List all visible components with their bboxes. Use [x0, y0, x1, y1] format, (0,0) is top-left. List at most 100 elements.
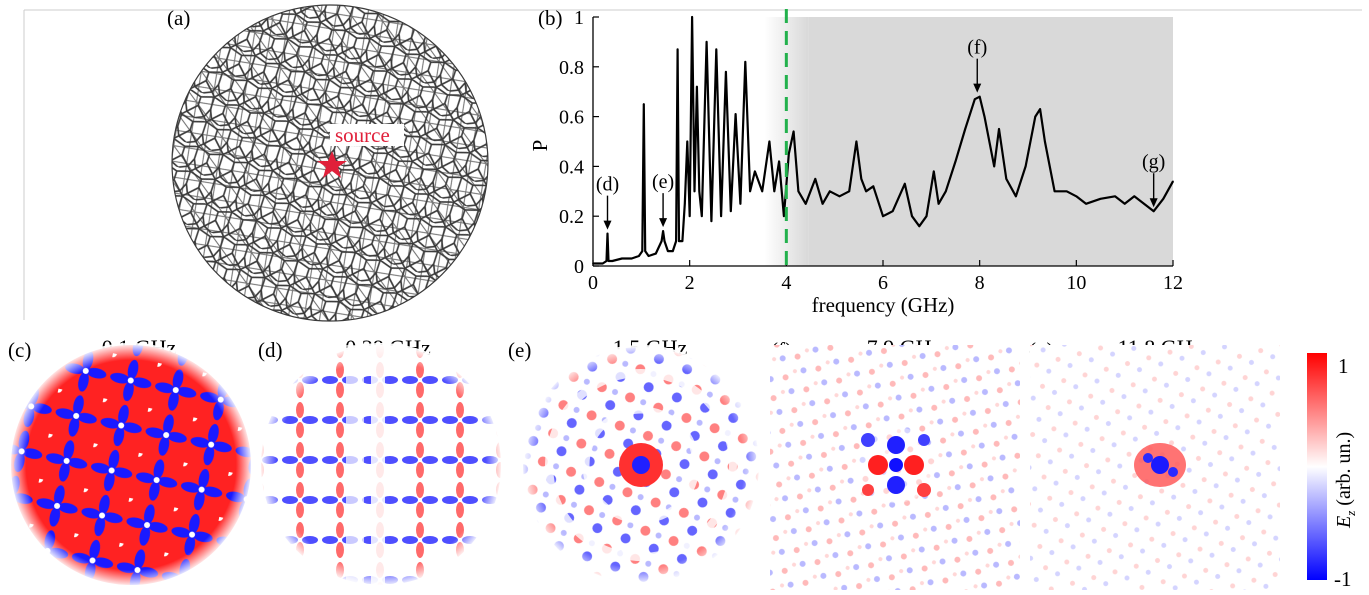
- data-point: [1114, 195, 1116, 198]
- data-point: [911, 215, 913, 217]
- data-point: [932, 170, 935, 173]
- data-point: [684, 202, 686, 205]
- data-point: [1005, 178, 1008, 180]
- data-point: [964, 128, 966, 130]
- data-point: [1015, 195, 1017, 198]
- data-point: [644, 250, 646, 252]
- data-point: [821, 202, 824, 205]
- data-point: [696, 85, 698, 88]
- annotation-label: (f): [967, 37, 987, 59]
- data-point: [848, 190, 850, 193]
- data-point: [749, 190, 751, 193]
- data-point: [773, 190, 776, 193]
- data-point: [1152, 210, 1155, 213]
- colorbar-label: Ez (arb. un.): [1333, 432, 1358, 529]
- field-map-core: [1134, 443, 1186, 487]
- data-point: [667, 250, 669, 252]
- data-point: [1143, 202, 1145, 205]
- annotation-arrowhead: [659, 218, 668, 228]
- x-tick-label: 10: [1066, 272, 1086, 294]
- data-point: [611, 260, 614, 262]
- source-label-bg: [330, 124, 404, 146]
- lattice-boundary: [171, 4, 489, 322]
- data-point: [630, 257, 633, 260]
- colorbar-max: 1: [1338, 354, 1349, 378]
- data-point: [761, 190, 763, 193]
- x-tick-label: 2: [685, 272, 695, 294]
- data-point: [891, 210, 894, 213]
- data-point: [744, 61, 747, 63]
- data-point: [787, 153, 790, 155]
- field-map-edge: [259, 343, 503, 587]
- data-point: [655, 252, 657, 255]
- data-point: [691, 16, 693, 18]
- data-point: [662, 230, 664, 232]
- data-point: [954, 160, 957, 163]
- data-point: [739, 202, 742, 205]
- data-point: [1065, 190, 1068, 193]
- data-point: [903, 183, 906, 185]
- panel-a-letter: (a): [167, 6, 190, 30]
- data-point: [1172, 180, 1174, 183]
- data-point: [783, 215, 785, 217]
- data-point: [734, 113, 737, 115]
- data-point: [792, 130, 795, 133]
- data-point: [607, 260, 610, 262]
- data-point: [993, 165, 995, 168]
- chart-plot: 0 2 4 6 8 10 12 0 0.2 0.4 0.6 0.8 1 frequency (GHz)…: [528, 7, 1183, 317]
- data-point: [671, 250, 674, 252]
- x-tick-label: 8: [975, 272, 985, 294]
- field-map-letter: (c): [8, 338, 31, 362]
- data-point: [797, 190, 800, 193]
- data-point: [597, 262, 599, 265]
- field-map-letter: (d): [258, 338, 283, 362]
- data-point: [678, 240, 680, 242]
- x-axis-title: frequency (GHz): [812, 293, 955, 317]
- y-tick-label: 0.4: [559, 156, 584, 178]
- data-point: [642, 103, 645, 105]
- data-point: [1034, 115, 1037, 118]
- shaded-region: [808, 17, 1173, 266]
- data-point: [715, 48, 718, 51]
- field-maps: (c) 0.1 GHz (d) 0.38 GHz (e) 1.5 GHz: [8, 335, 1280, 590]
- data-point: [681, 240, 684, 242]
- data-point: [814, 178, 817, 180]
- data-point: [638, 255, 640, 257]
- data-point: [918, 225, 921, 227]
- data-point: [1162, 197, 1165, 200]
- data-point: [663, 240, 666, 242]
- data-point: [768, 140, 771, 143]
- colorbar-min: -1: [1334, 567, 1352, 591]
- annotation-arrowhead: [603, 220, 612, 230]
- y-tick-label: 1: [574, 7, 584, 29]
- data-point: [720, 215, 722, 217]
- data-point: [974, 98, 976, 100]
- y-tick-label: 0.2: [559, 206, 584, 228]
- data-point: [945, 190, 947, 193]
- panel-a: (a) source: [167, 4, 489, 322]
- x-tick-label: 4: [781, 272, 791, 294]
- data-point: [983, 115, 986, 118]
- data-point: [660, 240, 663, 242]
- field-map-g: (g) 11.8 GHz: [1029, 335, 1280, 590]
- data-point: [855, 140, 858, 143]
- data-point: [829, 190, 831, 193]
- field-map-f: (f) 7.9 GHz: [770, 335, 1020, 590]
- data-point: [688, 215, 691, 217]
- field-map-edge: [9, 343, 253, 587]
- colorbar-gradient: [1307, 353, 1327, 580]
- data-point: [700, 215, 703, 217]
- y-axis-title: P: [528, 140, 552, 152]
- field-map-d: (d) 0.38 GHz: [258, 335, 503, 587]
- annotation-arrowhead: [973, 83, 982, 93]
- data-point: [860, 178, 863, 180]
- field-map-core: [858, 427, 934, 503]
- data-point: [693, 190, 696, 193]
- data-point: [698, 190, 701, 193]
- x-tick-label: 12: [1163, 272, 1183, 294]
- data-point: [686, 140, 689, 143]
- data-point: [606, 232, 609, 235]
- annotation-arrowhead: [1149, 198, 1158, 208]
- field-map-c: (c) 0.1 GHz: [8, 335, 253, 587]
